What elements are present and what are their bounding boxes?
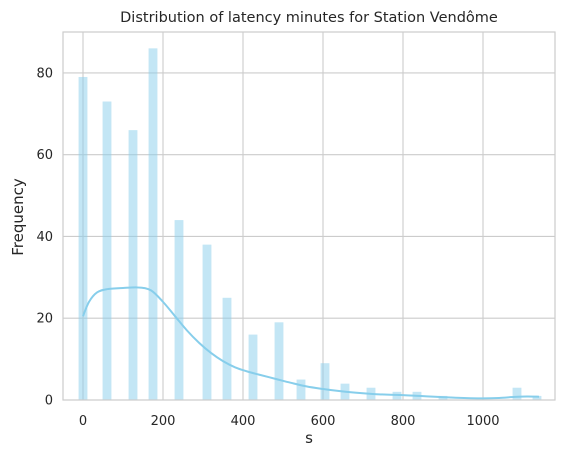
histogram-bar <box>174 220 184 400</box>
x-tick-label: 0 <box>79 414 87 429</box>
histogram-bar <box>222 297 232 400</box>
y-tick-label: 20 <box>36 312 53 327</box>
kde-curve-group <box>82 286 540 400</box>
x-tick-label: 400 <box>231 414 256 429</box>
y-tick-label: 0 <box>45 394 53 409</box>
x-tick-label: 600 <box>311 414 336 429</box>
histogram-bar <box>78 76 88 400</box>
x-axis-title: s <box>305 429 313 447</box>
tick-labels: 0 200 400 600 800 1000 0 20 40 60 80 <box>36 66 499 429</box>
x-tick-label: 200 <box>151 414 176 429</box>
plot-border <box>62 31 556 401</box>
histogram-bar <box>202 244 212 400</box>
histogram-bar <box>248 334 258 400</box>
histogram-bar <box>512 387 522 400</box>
x-tick-label: 1000 <box>466 414 499 429</box>
plot-background <box>63 32 555 400</box>
histogram-bar <box>274 322 284 400</box>
y-tick-label: 80 <box>36 66 53 81</box>
histogram-bar <box>320 363 330 400</box>
histogram-bar <box>128 130 138 400</box>
plot-frame <box>62 31 556 401</box>
kde-curve <box>82 286 540 400</box>
y-axis-title: Frequency <box>9 178 27 256</box>
histogram-bars <box>78 48 542 400</box>
histogram-bar <box>296 379 306 400</box>
y-tick-label: 60 <box>36 148 53 163</box>
histogram-bar <box>148 48 158 400</box>
y-tick-label: 40 <box>36 230 53 245</box>
histogram-bar <box>102 101 112 400</box>
histogram-bar <box>532 395 542 400</box>
grid-lines <box>63 32 555 401</box>
chart-title: Distribution of latency minutes for Stat… <box>120 10 498 26</box>
x-tick-label: 800 <box>391 414 416 429</box>
